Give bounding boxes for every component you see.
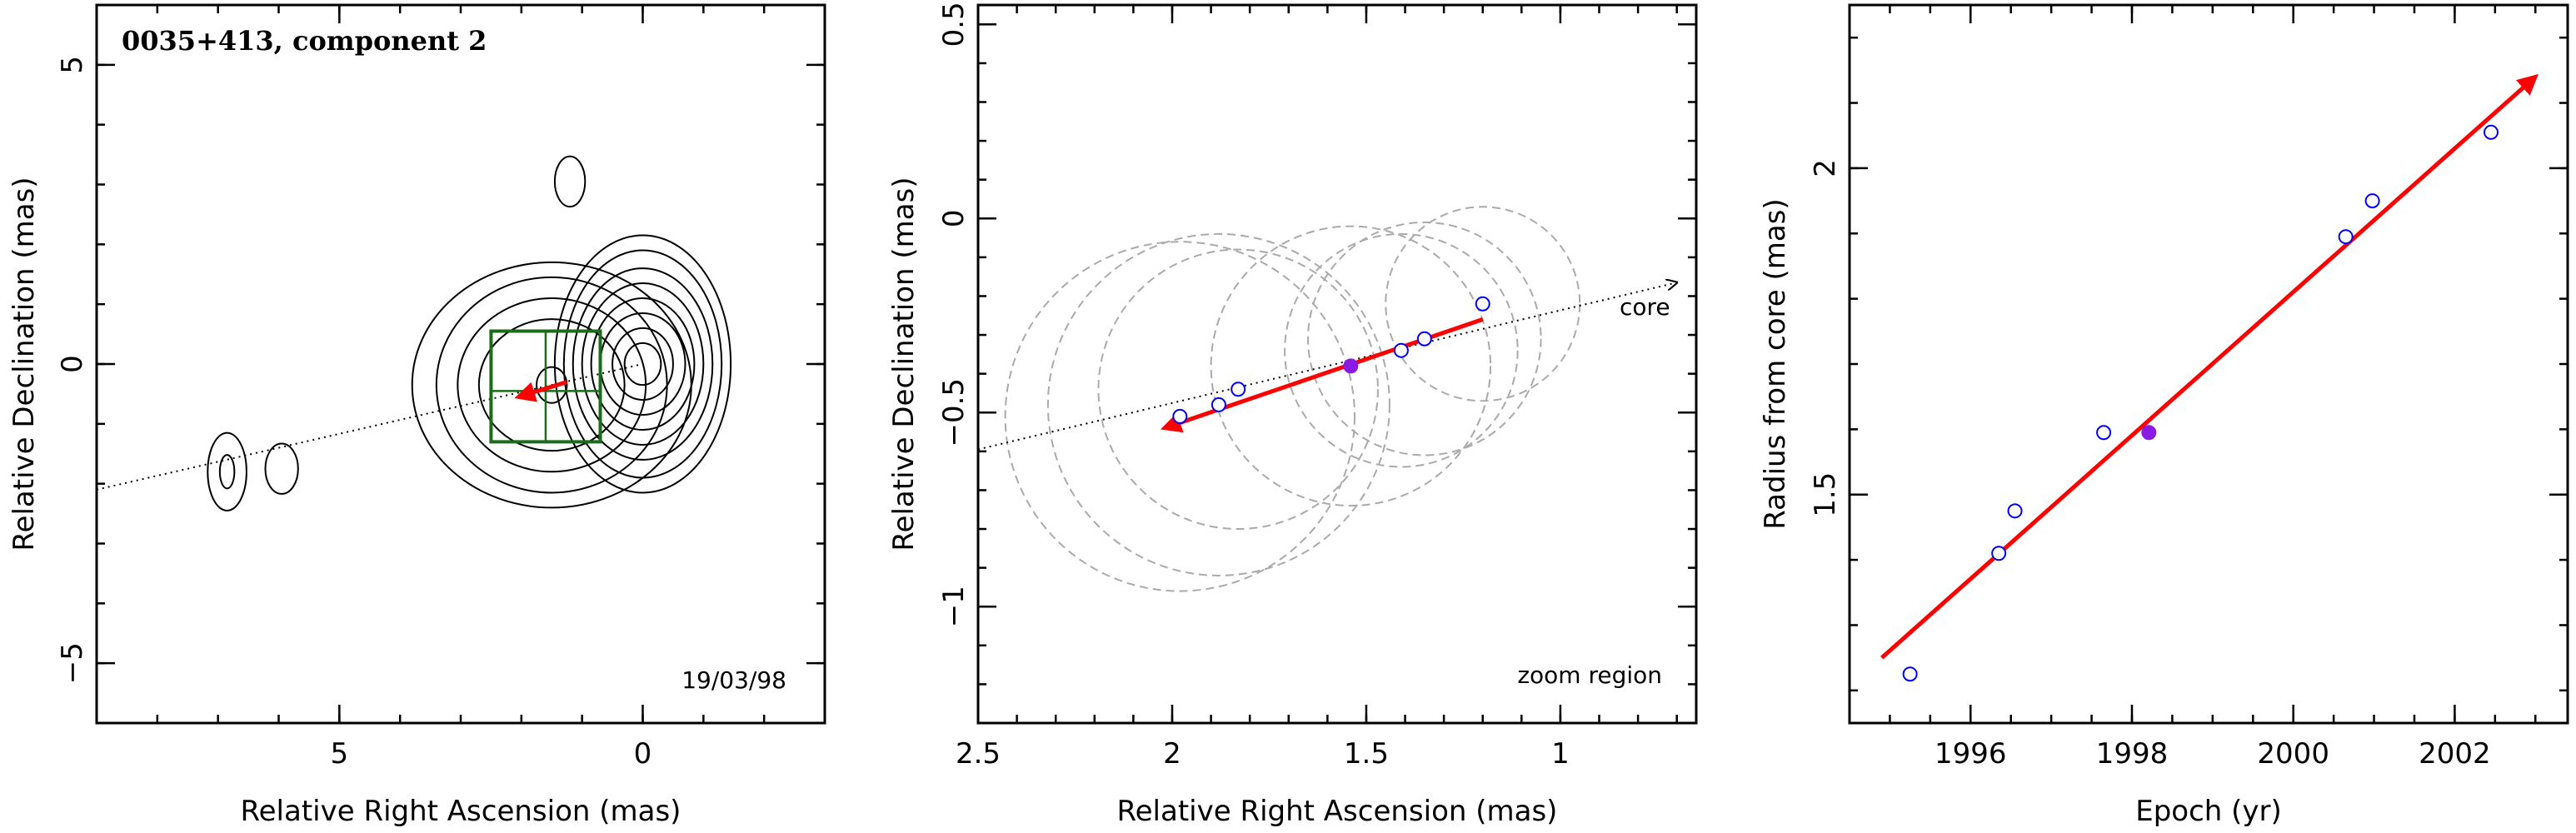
- epoch-label: 19/03/98: [681, 666, 786, 694]
- contour-map-x-axis-title: Relative Right Ascension (mas): [241, 795, 681, 828]
- contour-west-inner: [218, 454, 236, 490]
- contour-core: [623, 342, 662, 387]
- contour-component: [411, 261, 692, 509]
- radius-point-current: [2141, 425, 2157, 441]
- contour-west-second: [264, 442, 299, 495]
- error-circle: [1097, 248, 1379, 531]
- x-tick-label: 0: [634, 737, 652, 771]
- contour-map-content: [96, 155, 732, 511]
- contour-core: [572, 267, 714, 461]
- radius-epoch-y-axis-title: Radius from core (mas): [1759, 198, 1792, 529]
- radius-epoch-content: [1880, 73, 2539, 682]
- error-circle: [1046, 232, 1390, 576]
- y-tick-label: 5: [56, 56, 89, 74]
- zoom-region-x-axis-title: Relative Right Ascension (mas): [1117, 795, 1558, 828]
- y-tick-label: 1.5: [1809, 472, 1842, 517]
- y-tick-label: 0: [56, 355, 89, 373]
- error-circle: [1307, 221, 1542, 456]
- contour-core: [612, 327, 674, 402]
- y-tick-label: 0: [937, 209, 971, 227]
- x-tick-label: 2002: [2419, 737, 2491, 771]
- motion-arrow: [1160, 317, 1484, 433]
- contour-core: [581, 282, 705, 446]
- error-circle: [1210, 225, 1492, 507]
- zoom-region-annotation: zoom region: [1517, 661, 1662, 689]
- position-point-current: [1343, 358, 1359, 374]
- core-annotation: core: [1620, 293, 1670, 321]
- y-tick-label: −0.5: [937, 378, 971, 447]
- radius-point: [2007, 503, 2023, 519]
- x-tick-label: 5: [331, 737, 349, 771]
- jet-axis-line: [977, 282, 1677, 451]
- zoom-region-panel: 2.5 2 1.5 1 0.5 0 −0.5 −1 core zoom region Rela…: [887, 2, 1698, 828]
- radius-point: [1902, 666, 1918, 682]
- radius-point: [2364, 193, 2380, 209]
- radius-epoch-x-axis-title: Epoch (yr): [2135, 795, 2282, 828]
- zoom-region-content: [977, 206, 1677, 592]
- error-circle: [1284, 232, 1519, 468]
- contour-map-y-axis-title: Relative Declination (mas): [7, 177, 41, 551]
- x-tick-label: 1998: [2096, 737, 2169, 771]
- radius-point: [2338, 229, 2354, 245]
- contour-west-outer: [207, 431, 247, 511]
- error-circle: [1004, 241, 1355, 592]
- x-tick-label: 1: [1551, 737, 1570, 771]
- x-tick-label: 2: [1163, 737, 1181, 771]
- position-point: [1211, 397, 1226, 412]
- x-tick-label: 2.5: [956, 737, 1001, 771]
- position-point: [1172, 408, 1188, 424]
- zoom-region-frame: [976, 3, 1698, 725]
- contour-component: [457, 297, 647, 473]
- x-tick-label: 1996: [1934, 737, 2007, 771]
- y-tick-label: −1: [937, 586, 971, 627]
- x-tick-label: 2000: [2257, 737, 2329, 771]
- zoom-region-y-axis-title: Relative Declination (mas): [887, 177, 921, 551]
- position-point: [1231, 382, 1246, 397]
- radius-epoch-panel: 1996 1998 2000 2002 2 1.5 Epoch (yr) Radius f…: [1759, 3, 2569, 828]
- position-point: [1475, 296, 1490, 312]
- zoom-region-ticks: 2.5 2 1.5 1 0.5 0 −0.5 −1: [937, 2, 1696, 771]
- position-point: [1393, 342, 1409, 358]
- error-circle: [1385, 206, 1581, 402]
- contour-component: [477, 318, 626, 452]
- radius-point: [2096, 425, 2112, 441]
- y-tick-label: 0.5: [937, 2, 971, 47]
- radius-point: [2483, 124, 2499, 140]
- radius-point: [1991, 546, 2007, 561]
- contour-core: [590, 297, 696, 431]
- contour-map-title: 0035+413, component 2: [122, 25, 487, 57]
- contour-map-panel: 5 0 5 0 −5 0035+413, component 2 19/03/98 Re…: [7, 3, 826, 828]
- position-point: [1416, 331, 1432, 347]
- contour-core: [553, 234, 732, 494]
- y-tick-label: 2: [1809, 159, 1842, 177]
- linear-fit-line: [1880, 73, 2539, 660]
- contour-map-ticks: 5 0 5 0 −5: [56, 3, 826, 771]
- radius-epoch-ticks: 1996 1998 2000 2002 2 1.5: [1809, 5, 2568, 771]
- motion-arrow: [514, 380, 568, 402]
- y-tick-label: −5: [56, 642, 89, 684]
- contour-component: [435, 276, 668, 494]
- radius-epoch-frame: [1848, 3, 2569, 725]
- x-tick-label: 1.5: [1344, 737, 1389, 771]
- contour-north-blob: [553, 155, 587, 208]
